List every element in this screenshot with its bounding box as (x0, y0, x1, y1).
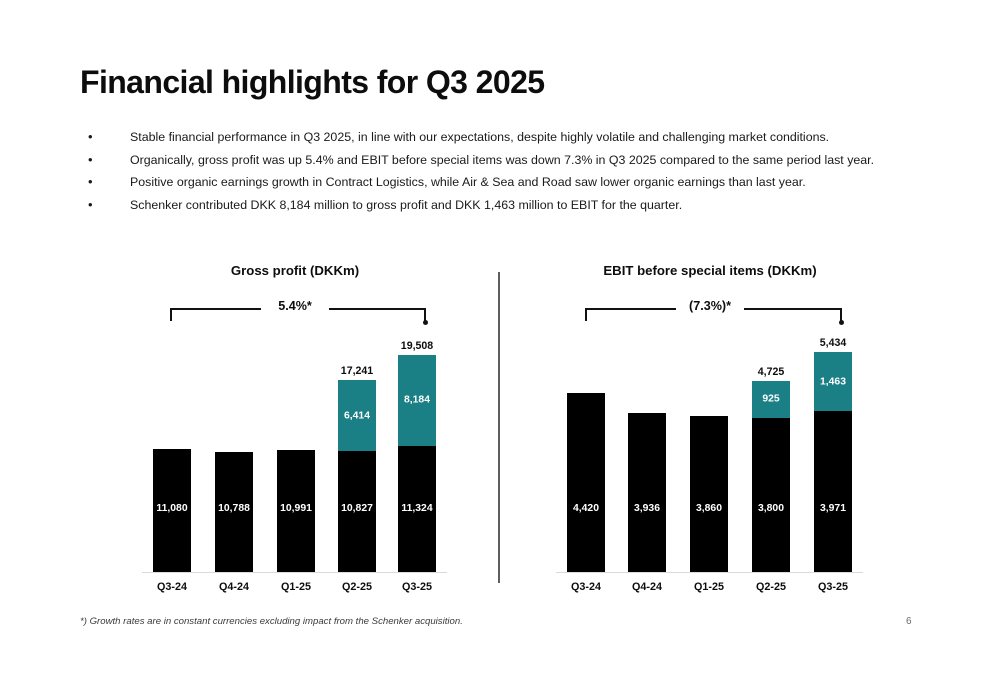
bar-total-value: 19,508 (400, 339, 434, 352)
bar-segment-base: 10,827 (338, 451, 376, 572)
list-item: • Schenker contributed DKK 8,184 million… (88, 194, 928, 217)
bar-column[interactable]: 6,414 10,827 17,241 (338, 365, 376, 572)
bar-segment-value: 3,860 (695, 502, 722, 514)
list-item-text: Schenker contributed DKK 8,184 million t… (130, 197, 683, 212)
bar-segment-value: 10,788 (218, 502, 250, 514)
bracket-line-left (585, 308, 676, 310)
axis-category-label: Q2-25 (755, 581, 787, 593)
list-item: • Positive organic earnings growth in Co… (88, 171, 928, 194)
bullet-marker-icon: • (88, 151, 93, 167)
growth-rate-label: (7.3%)* (683, 299, 737, 313)
bar-total-value: 5,434 (819, 336, 847, 349)
bar-segment-base: 10,991 (277, 449, 315, 572)
chart-baseline (142, 572, 447, 574)
bar-segment-base: 3,860 (690, 415, 728, 572)
bracket-endpoint-dot-icon (838, 320, 844, 325)
axis-category-label: Q3-25 (401, 581, 433, 593)
bar-segment-value: 10,827 (341, 502, 373, 514)
bracket-line-right (329, 308, 426, 310)
bullet-marker-icon: • (88, 174, 93, 189)
axis-category-label: Q4-24 (218, 581, 250, 593)
bar-segment-value: 3,800 (757, 502, 784, 514)
bracket-tick-start (170, 308, 172, 321)
bar-segment-base: 3,800 (752, 418, 790, 572)
growth-rate-label: 5.4%* (272, 299, 318, 313)
bar-column[interactable]: 3,936 (628, 412, 666, 572)
bracket-tick-end (840, 308, 842, 321)
bar-segment-value: 6,414 (343, 410, 370, 422)
bar-column[interactable]: 3,860 (690, 415, 728, 572)
bar-column[interactable]: 925 3,800 4,725 (752, 366, 790, 572)
bracket-tick-end (424, 308, 426, 321)
bar-segment-value: 1,463 (819, 376, 846, 388)
bar-segment-schenker: 8,184 (398, 354, 436, 446)
bracket-line-left (170, 308, 261, 310)
bar-segment-schenker: 1,463 (814, 351, 852, 412)
bar-column[interactable]: 10,991 (277, 449, 315, 572)
list-item: • Organically, gross profit was up 5.4% … (88, 149, 928, 172)
bar-segment-value: 4,420 (572, 502, 599, 514)
list-item-text: Organically, gross profit was up 5.4% an… (130, 152, 875, 167)
bar-segment-schenker: 6,414 (338, 380, 376, 452)
growth-bracket-gross-profit: 5.4%* (0, 296, 1000, 330)
bar-segment-value: 3,971 (819, 502, 846, 514)
bar-column[interactable]: 1,463 3,971 5,434 (814, 337, 852, 572)
page-title: Financial highlights for Q3 2025 (80, 64, 545, 100)
bar-column[interactable]: 8,184 11,324 19,508 (398, 340, 436, 572)
axis-category-label: Q3-25 (817, 581, 849, 593)
axis-category-label: Q1-25 (280, 581, 312, 593)
bar-segment-value: 8,184 (403, 394, 430, 406)
bar-segment-value: 925 (762, 393, 780, 405)
axis-category-label: Q3-24 (156, 581, 188, 593)
bar-segment-base: 11,080 (153, 448, 191, 572)
bar-segment-value: 11,324 (401, 502, 433, 514)
bar-total-value: 4,725 (757, 365, 785, 378)
bar-segment-base: 3,971 (814, 411, 852, 572)
bar-segment-base: 11,324 (398, 445, 436, 572)
list-item-text: Positive organic earnings growth in Cont… (130, 175, 806, 189)
bar-segment-base: 4,420 (567, 392, 605, 572)
bracket-tick-start (585, 308, 587, 321)
chart-baseline (556, 572, 863, 574)
chart-title-ebit: EBIT before special items (DKKm) (603, 263, 817, 278)
footnote: *) Growth rates are in constant currenci… (80, 616, 463, 627)
bar-column[interactable]: 4,420 (567, 392, 605, 572)
bullet-list: • Stable financial performance in Q3 202… (88, 126, 928, 216)
bullet-marker-icon: • (88, 129, 93, 144)
bracket-line-right (744, 308, 842, 310)
axis-category-label: Q1-25 (693, 581, 725, 593)
bar-segment-value: 3,936 (633, 502, 660, 514)
list-item-text: Stable financial performance in Q3 2025,… (130, 130, 830, 144)
page-number: 6 (906, 616, 912, 627)
bullet-marker-icon: • (88, 196, 93, 212)
bar-column[interactable]: 10,788 (215, 451, 253, 572)
axis-category-label: Q2-25 (341, 581, 373, 593)
chart-title-gross-profit: Gross profit (DKKm) (230, 263, 360, 278)
bar-segment-base: 10,788 (215, 451, 253, 572)
list-item: • Stable financial performance in Q3 202… (88, 126, 928, 149)
bar-column[interactable]: 11,080 (153, 448, 191, 572)
bar-segment-schenker: 925 (752, 380, 790, 419)
bar-segment-value: 10,991 (280, 502, 312, 514)
axis-category-label: Q4-24 (631, 581, 663, 593)
bar-segment-base: 3,936 (628, 412, 666, 572)
axis-category-label: Q3-24 (570, 581, 602, 593)
bar-total-value: 17,241 (340, 365, 374, 378)
chart-divider (498, 272, 500, 583)
bracket-endpoint-dot-icon (422, 320, 428, 325)
growth-bracket-ebit: (7.3%)* (0, 296, 1000, 330)
bar-segment-value: 11,080 (156, 502, 188, 514)
